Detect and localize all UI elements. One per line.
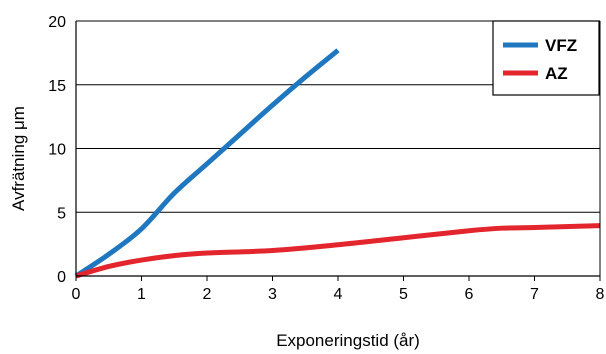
x-tick-label: 4 (334, 286, 343, 303)
x-tick-label: 2 (203, 286, 212, 303)
series-layer (74, 48, 601, 279)
x-tick-label: 3 (268, 286, 277, 303)
legend: VFZ AZ (492, 20, 600, 96)
legend-box (492, 20, 600, 96)
x-tick-label: 6 (465, 286, 474, 303)
legend-label-az: AZ (545, 64, 568, 83)
y-tick-label: 0 (57, 269, 66, 286)
tick-labels: 0 5 10 15 20 0 1 2 3 4 5 6 7 8 (48, 14, 604, 303)
x-tick-label: 8 (596, 286, 605, 303)
x-axis-label: Exponeringstid (år) (276, 331, 420, 350)
x-tick-label: 0 (72, 286, 81, 303)
legend-label-vfz: VFZ (545, 36, 577, 55)
x-tick-label: 1 (137, 286, 146, 303)
x-tick-label: 7 (530, 286, 539, 303)
y-tick-label: 20 (48, 14, 66, 31)
series-line-vfz (74, 48, 340, 279)
y-tick-label: 15 (48, 78, 66, 95)
x-tick-label: 5 (399, 286, 408, 303)
y-tick-label: 5 (57, 205, 66, 222)
y-axis-label: Avfrätning μm (9, 106, 28, 211)
y-tick-label: 10 (48, 142, 66, 159)
series-line-az (75, 223, 601, 279)
